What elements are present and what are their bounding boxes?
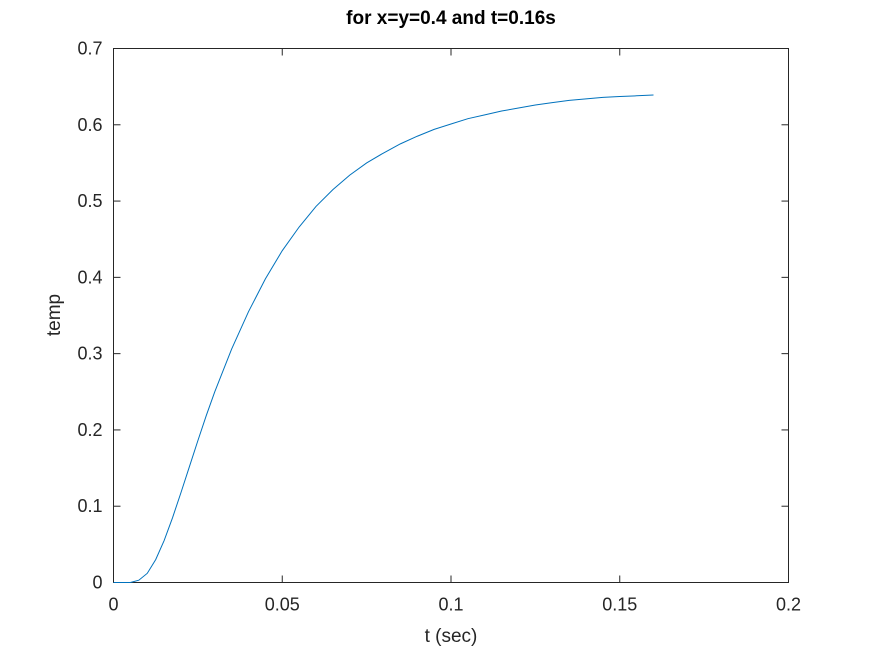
- y-tick-label: 0.7: [77, 39, 102, 59]
- y-tick-label: 0.2: [77, 420, 102, 440]
- x-axis: 0 0.05 0.1 0.15 0.2: [108, 48, 801, 615]
- y-tick-label: 0.5: [77, 191, 102, 211]
- y-tick-label: 0.3: [77, 344, 102, 364]
- y-axis-label: temp: [44, 294, 65, 336]
- y-tick-label: 0: [92, 573, 102, 593]
- x-tick-label: 0.15: [602, 595, 637, 615]
- series-line: [113, 94, 654, 583]
- chart-title: for x=y=0.4 and t=0.16s: [346, 8, 556, 29]
- y-tick-label: 0.1: [77, 496, 102, 516]
- x-tick-label: 0.05: [265, 595, 300, 615]
- x-tick-label: 0.2: [776, 595, 801, 615]
- x-axis-label: t (sec): [425, 626, 478, 647]
- y-tick-label: 0.6: [77, 115, 102, 135]
- x-tick-label: 0: [108, 595, 118, 615]
- y-tick-label: 0.4: [77, 267, 102, 287]
- y-axis: 0 0.1 0.2 0.3 0.4 0.5 0.6 0.7: [77, 39, 789, 593]
- plot-area: [113, 48, 789, 583]
- x-tick-label: 0.1: [438, 595, 463, 615]
